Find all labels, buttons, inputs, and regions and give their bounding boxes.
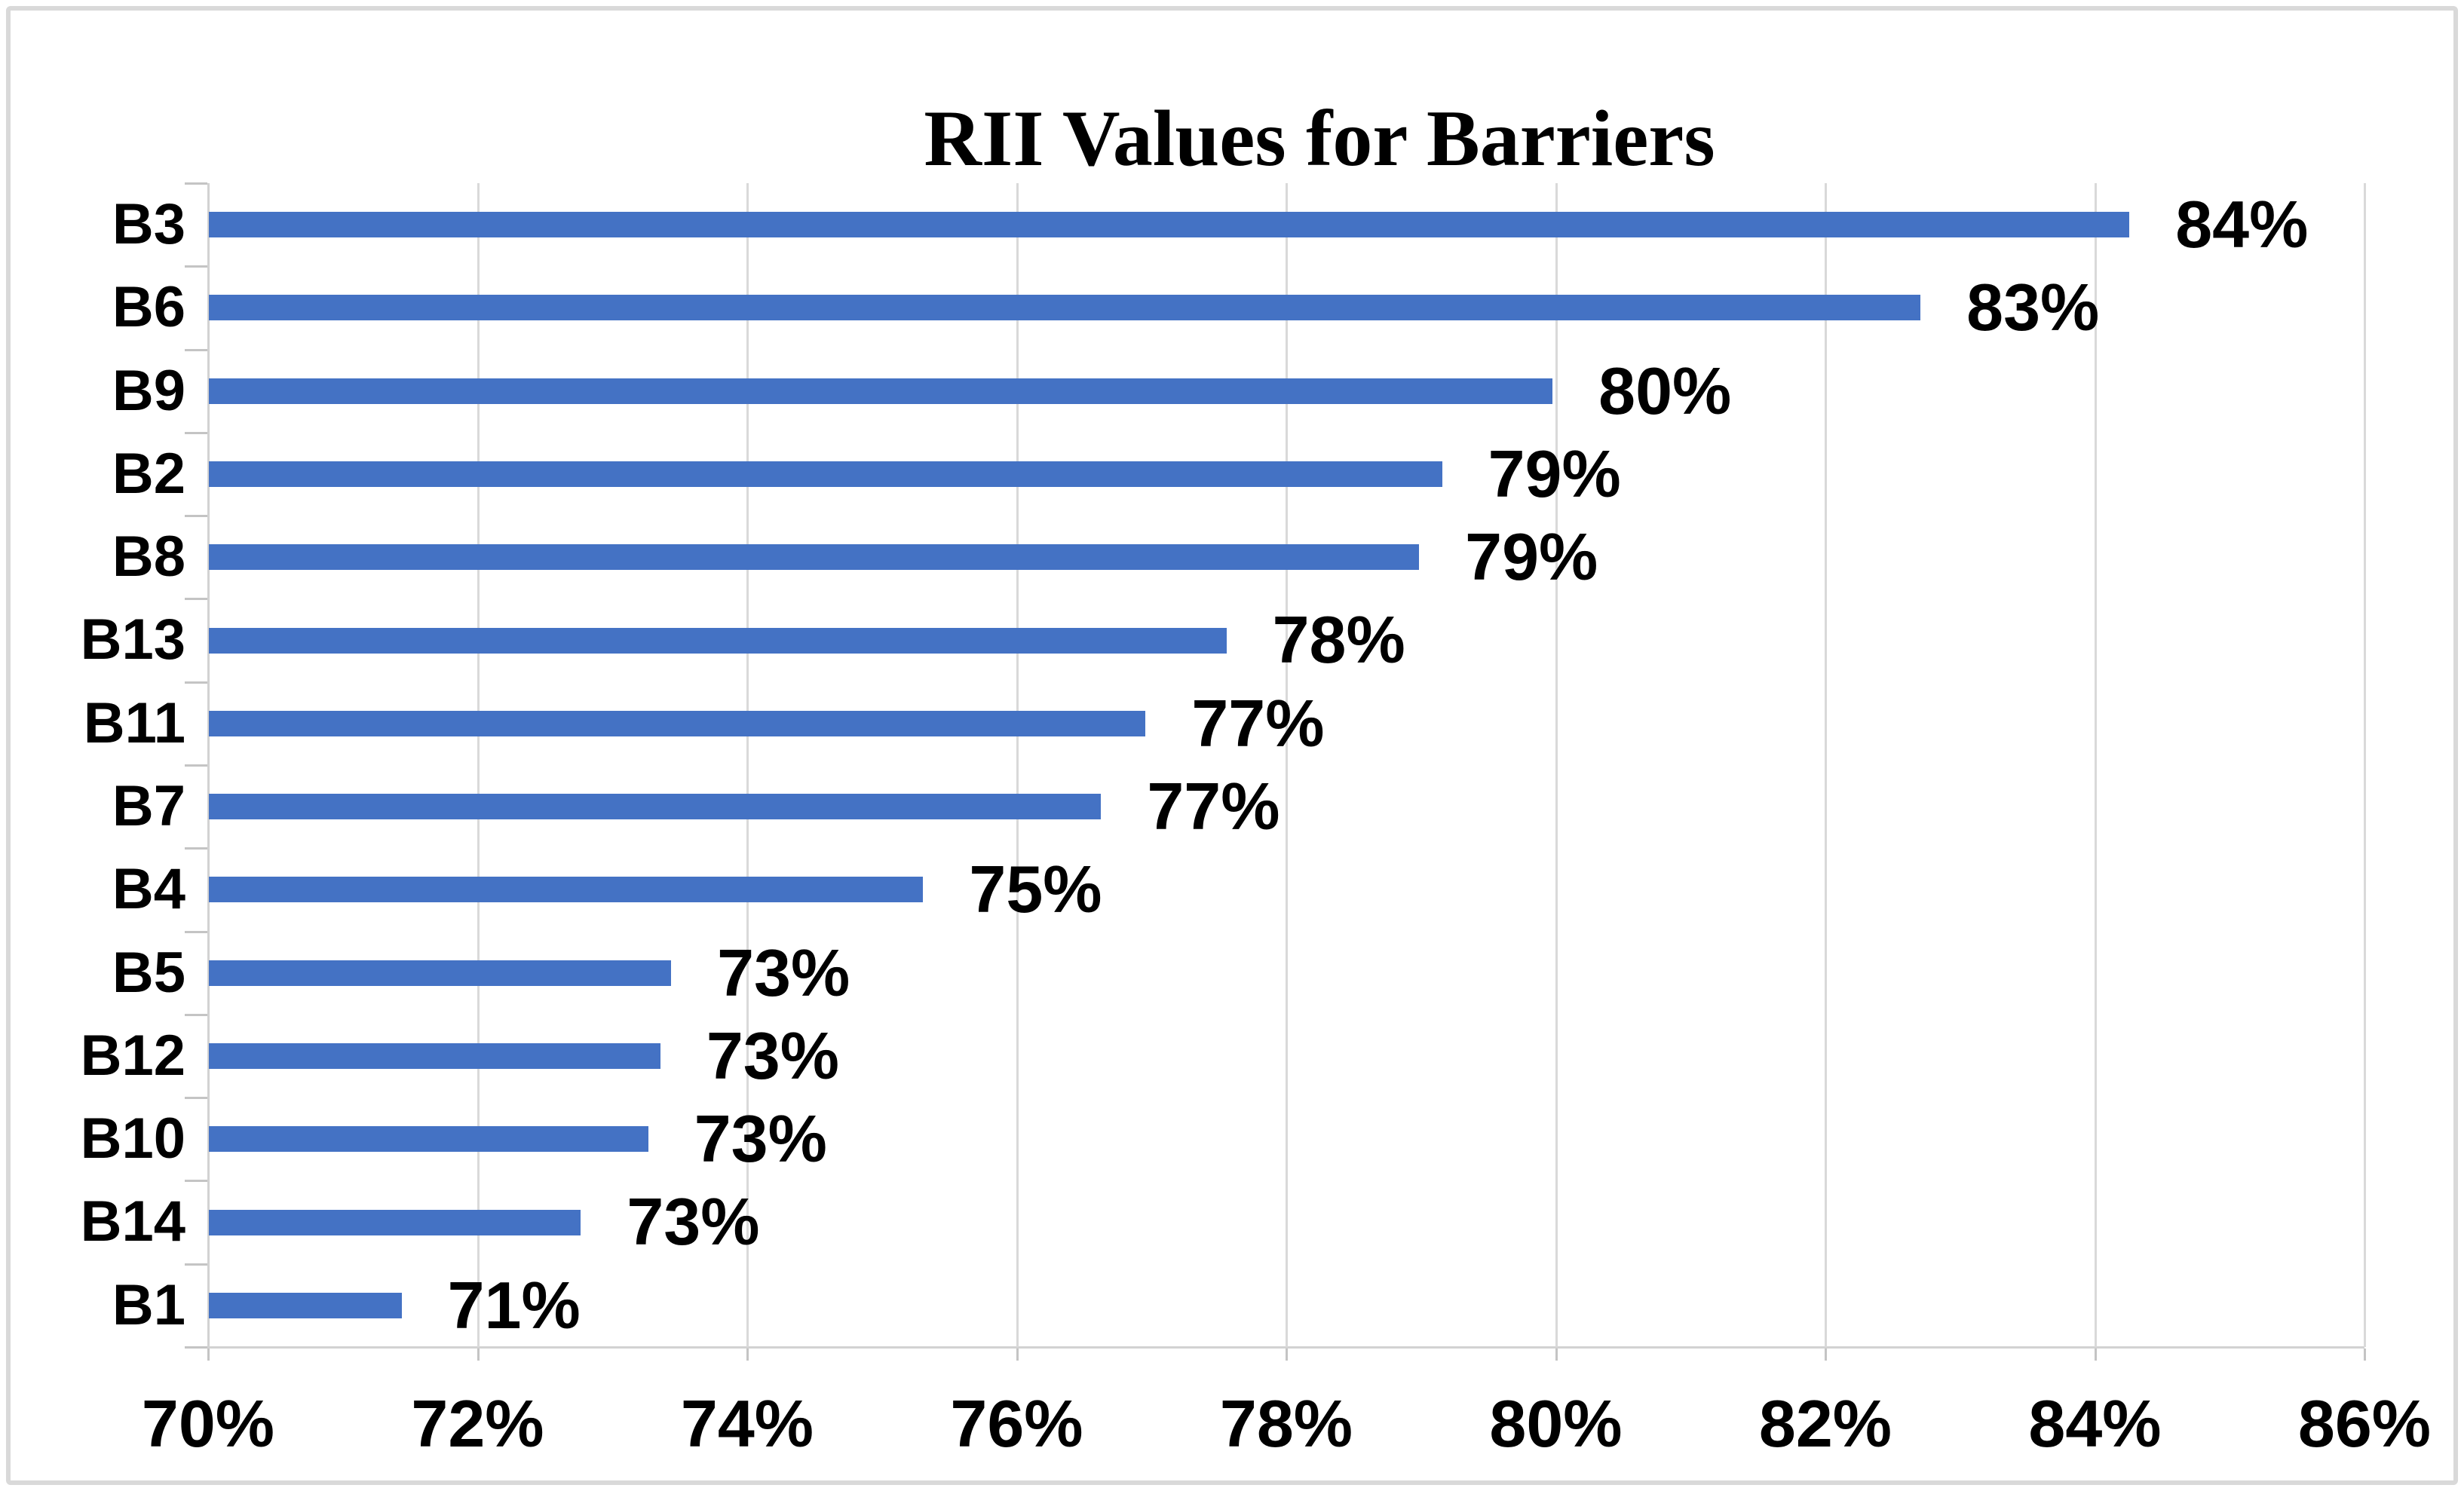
y-tick-mark [185,1013,207,1016]
x-tick-mark [1825,1349,1827,1361]
x-tick-mark [477,1349,480,1361]
y-tick-mark [185,431,207,434]
category-label: B4 [112,857,185,922]
category-label: B11 [83,690,185,755]
chart-frame [6,6,2458,1485]
x-axis-line [207,1346,2364,1349]
value-label: 84% [2175,187,2309,262]
x-tick-mark [1286,1349,1288,1361]
plot-area: B3 84% B6 83% B9 80% B2 79% B8 79% B13 78% B11 77% B7 7… [81,182,2366,1361]
bar-b14 [209,1209,581,1235]
y-tick-mark [185,681,207,684]
category-label: B8 [112,525,185,589]
value-label: 71% [447,1267,581,1343]
y-tick-mark [185,182,207,185]
x-tick-label: 74% [680,1386,814,1461]
category-label: B3 [112,192,185,256]
chart-title: RII Values for Barriers [924,94,1715,182]
category-label: B13 [80,608,185,672]
value-label: 73% [694,1101,827,1177]
gridline [1016,183,1019,1347]
x-tick-label: 78% [1219,1386,1353,1461]
category-label: B12 [80,1023,185,1088]
x-tick-mark [746,1349,749,1361]
category-label: B10 [80,1107,185,1171]
value-label: 73% [627,1184,760,1260]
x-tick-label: 86% [2297,1386,2432,1461]
category-label: B2 [112,441,185,506]
gridline [2094,183,2097,1347]
category-label: B6 [112,275,185,340]
value-label: 79% [1488,436,1621,511]
bar-b1 [209,1292,402,1318]
x-tick-mark [2364,1349,2366,1361]
bar-b5 [209,960,672,986]
category-label: B9 [112,358,185,423]
value-label: 78% [1272,602,1405,678]
y-tick-mark [185,265,207,268]
x-tick-label: 76% [950,1386,1083,1461]
y-tick-mark [185,1346,207,1349]
gridline [1555,183,1558,1347]
x-tick-label: 84% [2028,1386,2162,1461]
category-label: B5 [112,940,185,1005]
y-tick-mark [185,1263,207,1266]
x-tick-label: 82% [1758,1386,1892,1461]
y-axis-line [207,183,210,1347]
x-tick-label: 80% [1489,1386,1623,1461]
gridline [2364,183,2366,1347]
x-tick-label: 70% [141,1386,275,1461]
bar-b4 [209,877,924,903]
gridline [477,183,480,1347]
bar-b13 [209,627,1227,654]
category-label: B14 [80,1189,185,1254]
value-label: 75% [969,852,1102,927]
bar-b12 [209,1043,660,1069]
value-label: 77% [1191,685,1325,761]
y-tick-mark [185,847,207,850]
bar-b9 [209,378,1553,404]
value-label: 73% [717,935,850,1010]
y-tick-mark [185,515,207,518]
bar-b11 [209,710,1146,736]
category-label: B1 [112,1272,185,1337]
value-label: 83% [1966,270,2100,345]
bar-b10 [209,1126,648,1153]
value-label: 73% [706,1018,839,1093]
value-label: 80% [1598,353,1732,428]
y-tick-mark [185,1180,207,1183]
bar-b7 [209,794,1102,820]
x-tick-mark [1016,1349,1019,1361]
x-axis: 70% 72% 74% 76% 78% 80% 82% 84% 86% [142,1375,2431,1473]
bar-b2 [209,461,1442,487]
bar-b6 [209,295,1921,321]
y-tick-mark [185,598,207,601]
x-tick-mark [1555,1349,1558,1361]
x-tick-mark [2094,1349,2097,1361]
y-tick-mark [185,348,207,351]
gridline [1286,183,1288,1347]
bar-b8 [209,544,1420,571]
category-label: B7 [112,774,185,838]
x-tick-mark [207,1349,210,1361]
y-tick-mark [185,930,207,933]
y-tick-mark [185,1097,207,1100]
gridline [1825,183,1827,1347]
gridline [746,183,749,1347]
value-label: 77% [1147,769,1280,843]
bar-b3 [209,212,2130,238]
value-label: 79% [1465,519,1598,595]
x-tick-label: 72% [411,1386,544,1461]
y-tick-mark [185,764,207,767]
